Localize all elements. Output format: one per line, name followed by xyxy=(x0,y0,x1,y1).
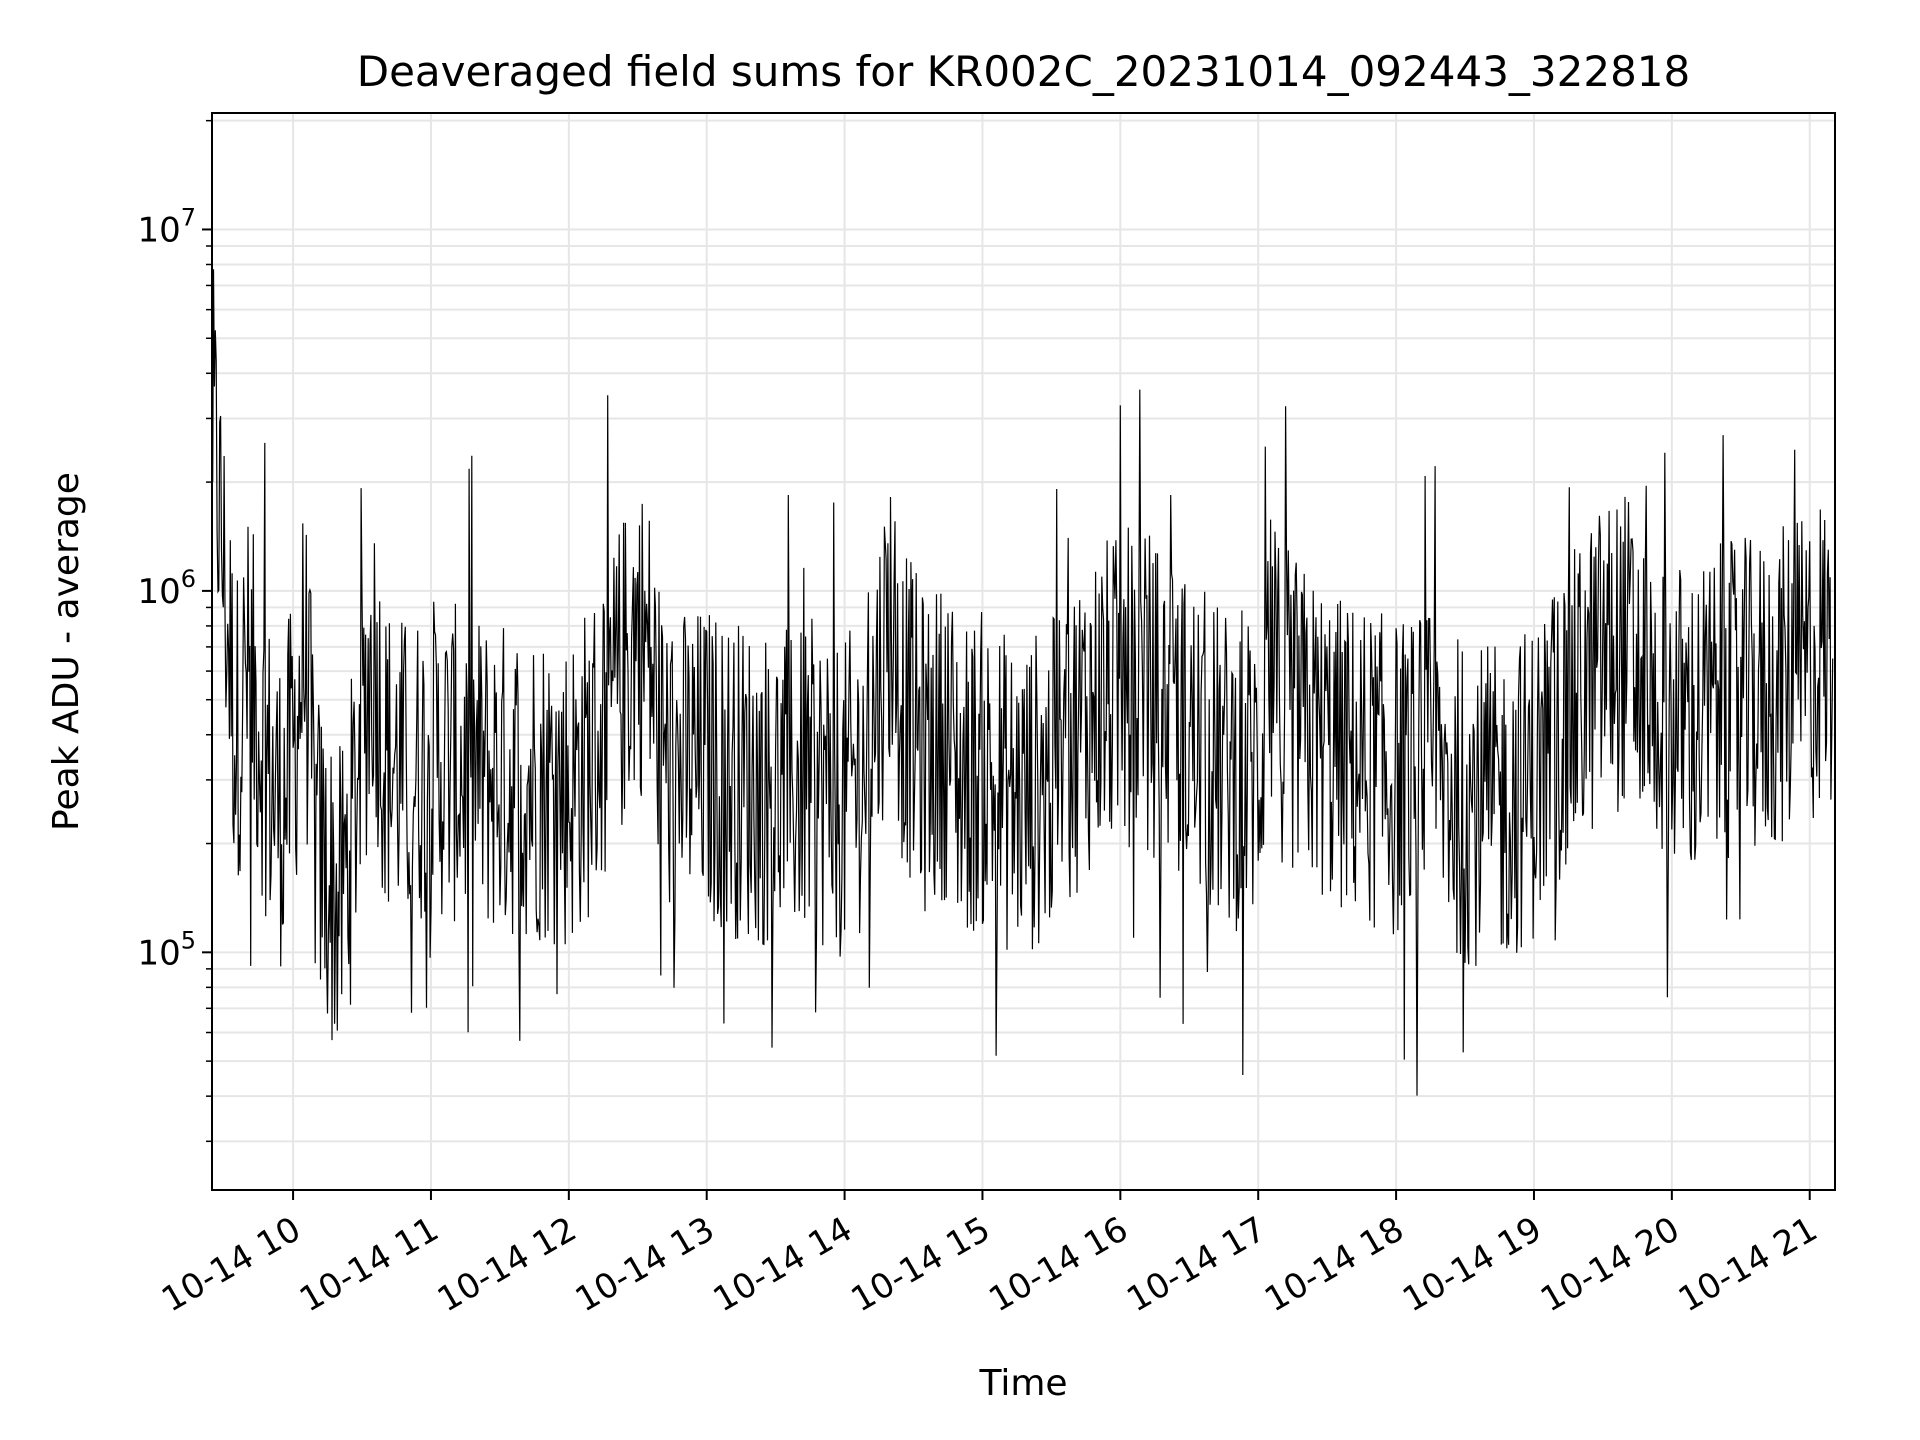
y-tick-label: 106 xyxy=(137,565,196,612)
y-tick-label-base: 10 xyxy=(137,572,180,612)
y-tick-label: 107 xyxy=(137,203,196,250)
y-tick-label-exponent: 5 xyxy=(181,926,196,954)
axes-frame xyxy=(211,112,1836,1191)
chart-title: Deaveraged field sums for KR002C_2023101… xyxy=(357,47,1691,96)
y-tick-label-base: 10 xyxy=(137,933,180,973)
y-axis-label: Peak ADU - average xyxy=(46,472,87,831)
series-line xyxy=(212,269,1834,1096)
y-tick-label-base: 10 xyxy=(137,210,180,250)
data-layer xyxy=(212,269,1834,1096)
y-tick-label: 105 xyxy=(137,926,196,973)
y-tick-label-exponent: 7 xyxy=(181,203,196,231)
y-tick-label-exponent: 6 xyxy=(181,565,196,593)
x-axis-label: Time xyxy=(978,1363,1067,1404)
